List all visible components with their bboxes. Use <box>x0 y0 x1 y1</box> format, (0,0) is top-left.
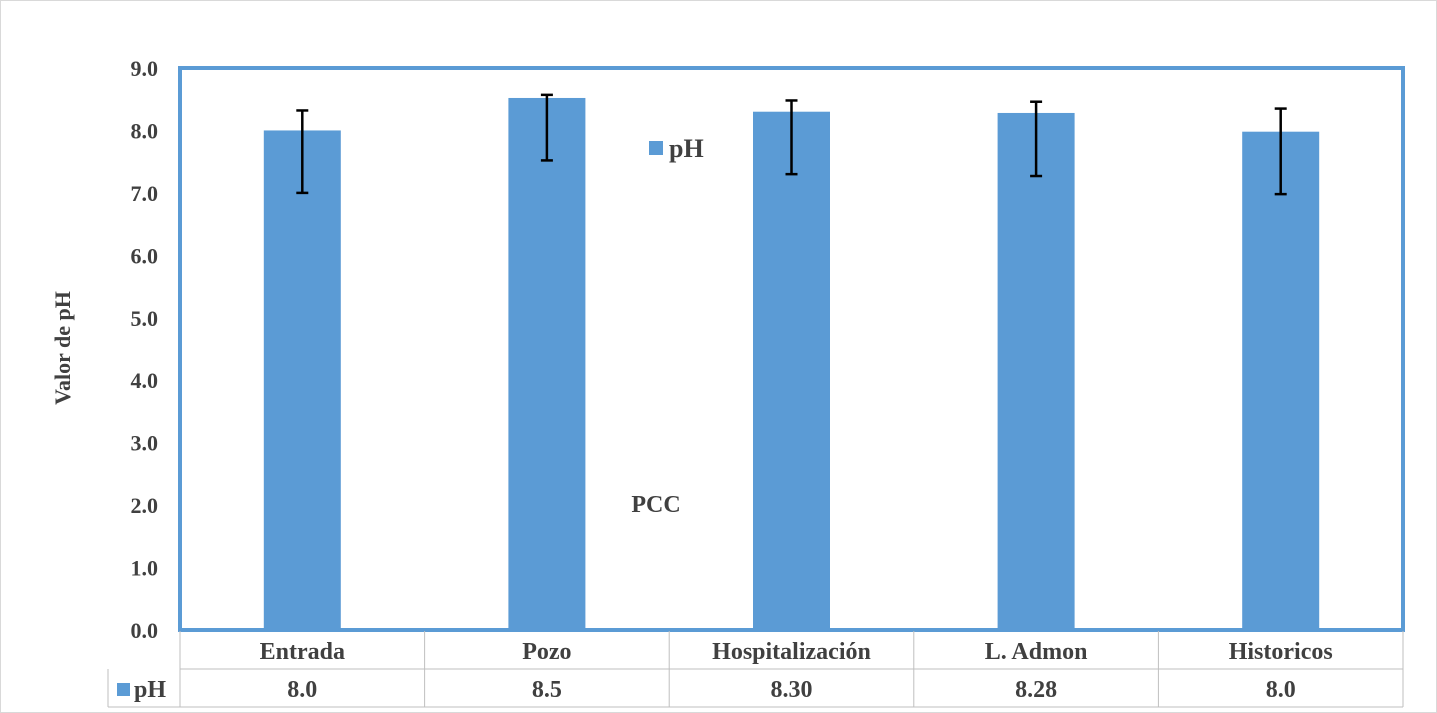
table-value: 8.5 <box>532 677 562 703</box>
x-tick-label: Entrada <box>260 639 345 665</box>
error-bar <box>1030 100 1043 178</box>
bar-l-admon <box>997 112 1075 630</box>
bar-historicos <box>1242 131 1320 630</box>
table-value: 8.30 <box>771 677 813 703</box>
bar-hospitalizaci-n <box>753 111 830 630</box>
table-series-label: pH <box>134 677 166 703</box>
error-bar <box>540 93 553 162</box>
table-value: 8.0 <box>287 677 317 703</box>
table-value: 8.28 <box>1015 677 1057 703</box>
y-tick-label: 7.0 <box>131 181 159 206</box>
bar-entrada <box>263 130 341 630</box>
legend-swatch <box>649 141 663 155</box>
y-tick-label: 3.0 <box>131 431 159 456</box>
error-bar <box>1274 107 1287 196</box>
y-tick-label: 6.0 <box>131 243 159 268</box>
bar-pozo <box>508 97 586 631</box>
annotation-pcc: PCC <box>631 492 680 518</box>
y-tick-label: 2.0 <box>131 493 159 518</box>
y-tick-label: 1.0 <box>131 556 159 581</box>
y-tick-label: 0.0 <box>131 618 159 643</box>
x-tick-label: Historicos <box>1229 639 1333 665</box>
y-tick-label: 8.0 <box>131 118 159 143</box>
table-legend-swatch <box>117 683 130 696</box>
y-tick-label: 5.0 <box>131 306 159 331</box>
error-bar <box>785 99 798 176</box>
legend-label: pH <box>669 134 704 163</box>
x-tick-label: L. Admon <box>985 639 1088 665</box>
y-axis-label: Valor de pH <box>50 291 75 405</box>
y-tick-label: 9.0 <box>131 56 159 81</box>
legend: pH <box>649 134 704 163</box>
table-value: 8.0 <box>1266 677 1296 703</box>
error-bar <box>296 109 309 195</box>
x-tick-label: Pozo <box>522 639 571 665</box>
x-tick-label: Hospitalización <box>712 639 871 665</box>
y-tick-label: 4.0 <box>131 368 159 393</box>
